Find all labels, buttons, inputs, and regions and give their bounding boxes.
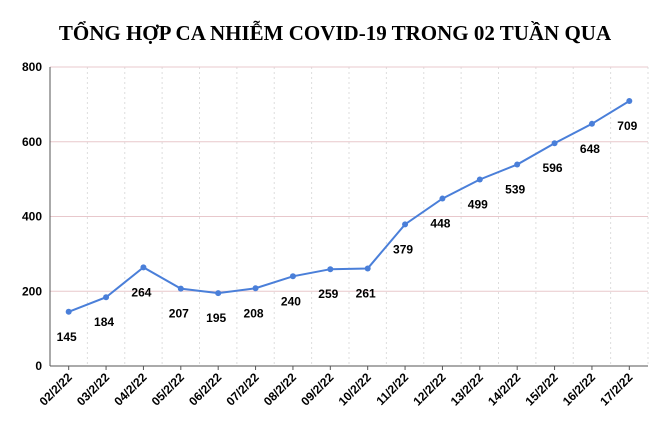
point [514, 161, 521, 168]
point [551, 140, 558, 147]
data-label: 379 [393, 242, 413, 256]
data-label: 648 [580, 142, 600, 156]
data-label: 539 [505, 183, 525, 197]
x-tick-label: 12/2/22 [410, 370, 448, 408]
point [588, 120, 595, 127]
y-tick-label: 400 [22, 210, 42, 224]
point [476, 176, 483, 183]
data-label: 264 [131, 285, 151, 299]
x-tick-label: 02/2/22 [37, 370, 75, 408]
data-label: 261 [356, 286, 376, 300]
point [215, 290, 222, 297]
data-label: 499 [468, 197, 488, 211]
point [103, 294, 110, 301]
x-tick-label: 08/2/22 [261, 370, 299, 408]
point [252, 285, 259, 292]
data-label: 709 [617, 119, 637, 133]
point [327, 266, 334, 273]
y-tick-label: 800 [22, 60, 42, 74]
x-tick-label: 04/2/22 [111, 370, 149, 408]
data-label: 259 [318, 287, 338, 301]
point [364, 265, 371, 272]
x-tick-label: 03/2/22 [74, 370, 112, 408]
x-tick-label: 14/2/22 [485, 370, 523, 408]
x-tick-label: 15/2/22 [522, 370, 560, 408]
data-label: 184 [94, 315, 114, 329]
point [177, 285, 184, 292]
point [289, 273, 296, 280]
data-label: 240 [281, 294, 301, 308]
data-label: 596 [543, 161, 563, 175]
data-label: 145 [57, 330, 77, 344]
x-tick-label: 11/2/22 [373, 370, 411, 408]
point [626, 98, 633, 105]
chart-title: TỔNG HỢP CA NHIỄM COVID-19 TRONG 02 TUẦN… [59, 20, 612, 45]
x-tick-label: 16/2/22 [560, 370, 598, 408]
data-label: 448 [430, 217, 450, 231]
point [402, 221, 409, 228]
x-tick-label: 05/2/22 [149, 370, 187, 408]
x-tick-label: 06/2/22 [186, 370, 224, 408]
y-tick-label: 200 [22, 284, 42, 298]
data-label: 195 [206, 311, 226, 325]
point [65, 308, 72, 315]
x-tick-label: 13/2/22 [448, 370, 486, 408]
x-tick-label: 07/2/22 [223, 370, 261, 408]
point [439, 195, 446, 202]
y-tick-label: 600 [22, 135, 42, 149]
x-tick-label: 17/2/22 [597, 370, 635, 408]
point [140, 264, 147, 271]
data-label: 207 [169, 307, 189, 321]
x-tick-label: 09/2/22 [298, 370, 336, 408]
y-tick-label: 0 [35, 359, 42, 373]
line [68, 100, 630, 313]
data-label: 208 [244, 306, 264, 320]
x-tick-label: 10/2/22 [336, 370, 374, 408]
